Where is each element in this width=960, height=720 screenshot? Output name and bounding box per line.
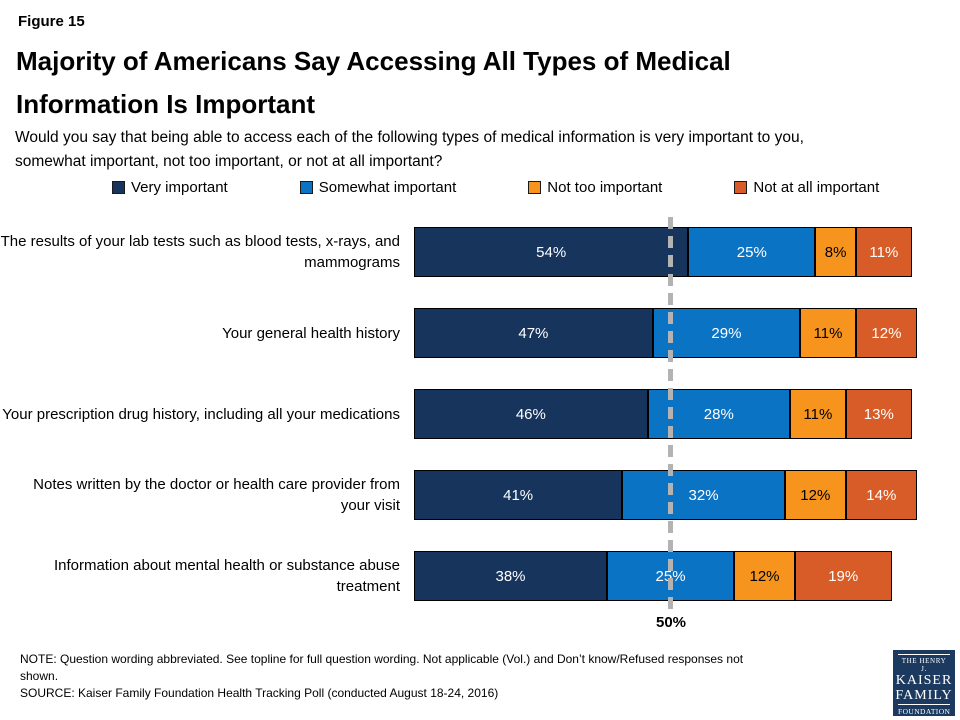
legend-swatch-not-at-all-important (734, 181, 748, 194)
bar-segment-not-too-important: 11% (800, 308, 856, 358)
logo-text-kaiser: KAISER (895, 673, 953, 688)
bar-segment-somewhat-important: 29% (652, 308, 801, 358)
footer: NOTE: Question wording abbreviated. See … (20, 651, 743, 702)
bar-segment-very-important: 41% (414, 470, 623, 520)
legend-label-not-at-all-important: Not at all important (753, 179, 880, 196)
segment-value-label: 46% (515, 405, 546, 423)
category-label: Your prescription drug history, includin… (2, 405, 400, 423)
fifty-percent-label: 50% (655, 614, 687, 631)
segment-value-label: 54% (536, 243, 567, 261)
chart-row: Notes written by the doctor or health ca… (0, 470, 960, 520)
stacked-bar: 41% 32% 12% 14% (414, 470, 922, 520)
chart-row: Your general health history 47% 29% 11% … (0, 308, 960, 358)
legend-label-not-too-important: Not too important (547, 179, 663, 196)
bar-segment-somewhat-important: 25% (688, 227, 816, 277)
segment-value-label: 12% (800, 486, 831, 504)
bar-segment-very-important: 54% (414, 227, 689, 277)
bar-segment-not-too-important: 8% (815, 227, 856, 277)
chart-title: Majority of Americans Say Accessing All … (16, 40, 731, 126)
logo-text-family: FAMILY (895, 688, 953, 703)
stacked-bar-chart: The results of your lab tests such as bl… (0, 227, 960, 632)
legend-label-very-important: Very important (131, 179, 228, 196)
kff-logo: THE HENRY J. KAISER FAMILY FOUNDATION (893, 650, 955, 716)
chart-title-line1: Majority of Americans Say Accessing All … (16, 46, 731, 76)
category-label: Information about mental health or subst… (53, 557, 400, 595)
bar-segment-not-at-all-important: 11% (855, 227, 912, 277)
bar-segment-very-important: 38% (414, 551, 608, 601)
segment-value-label: 12% (871, 324, 902, 342)
stacked-bar: 54% 25% 8% 11% (414, 227, 922, 277)
segment-value-label: 28% (703, 405, 734, 423)
segment-value-label: 41% (503, 486, 534, 504)
chart-row: The results of your lab tests such as bl… (0, 227, 960, 277)
segment-value-label: 13% (863, 405, 894, 423)
stacked-bar: 46% 28% 11% 13% (414, 389, 922, 439)
legend-item-very-important: Very important (112, 179, 228, 196)
stacked-bar: 47% 29% 11% 12% (414, 308, 922, 358)
chart-row: Your prescription drug history, includin… (0, 389, 960, 439)
segment-value-label: 12% (749, 567, 780, 585)
figure-number: Figure 15 (18, 13, 85, 30)
legend-swatch-somewhat-important (299, 181, 313, 194)
bar-segment-very-important: 47% (414, 308, 653, 358)
category-label: Your general health history (222, 324, 400, 342)
bar-segment-very-important: 46% (414, 389, 648, 439)
segment-value-label: 47% (518, 324, 549, 342)
legend-label-somewhat-important: Somewhat important (318, 179, 457, 196)
chart-subtitle: Would you say that being able to access … (15, 126, 804, 174)
legend-item-not-at-all-important: Not at all important (734, 179, 879, 196)
bar-segment-not-at-all-important: 19% (794, 551, 892, 601)
category-label: The results of your lab tests such as bl… (0, 233, 400, 271)
segment-value-label: 19% (828, 567, 859, 585)
segment-value-label: 8% (824, 243, 847, 261)
chart-subtitle-line2: somewhat important, not too important, o… (15, 153, 443, 170)
segment-value-label: 11% (813, 324, 843, 342)
bar-segment-not-too-important: 12% (734, 551, 795, 601)
bar-segment-somewhat-important: 32% (622, 470, 785, 520)
category-label: Notes written by the doctor or health ca… (33, 476, 400, 514)
chart-legend: Very important Somewhat important Not to… (112, 179, 879, 196)
segment-value-label: 25% (736, 243, 767, 261)
segment-value-label: 29% (711, 324, 742, 342)
logo-text-henry-j: THE HENRY J. (898, 654, 950, 673)
bar-segment-not-at-all-important: 13% (845, 389, 912, 439)
legend-item-not-too-important: Not too important (528, 179, 662, 196)
segment-value-label: 11% (803, 405, 833, 423)
segment-value-label: 38% (495, 567, 526, 585)
legend-swatch-very-important (112, 181, 125, 194)
fifty-percent-reference-line (668, 217, 673, 614)
note-line2: shown. (20, 669, 59, 683)
segment-value-label: 11% (869, 243, 899, 261)
bar-segment-not-too-important: 11% (789, 389, 846, 439)
chart-subtitle-line1: Would you say that being able to access … (15, 129, 804, 146)
note-line1: NOTE: Question wording abbreviated. See … (20, 652, 744, 666)
legend-item-somewhat-important: Somewhat important (299, 179, 457, 196)
bar-segment-not-too-important: 12% (784, 470, 846, 520)
bar-segment-not-at-all-important: 12% (855, 308, 917, 358)
chart-row: Information about mental health or subst… (0, 551, 960, 601)
bar-segment-not-at-all-important: 14% (845, 470, 917, 520)
segment-value-label: 32% (688, 486, 719, 504)
segment-value-label: 14% (866, 486, 897, 504)
legend-swatch-not-too-important (528, 181, 542, 194)
chart-title-line2: Information Is Important (16, 89, 315, 119)
source-line: SOURCE: Kaiser Family Foundation Health … (20, 686, 499, 700)
logo-text-foundation: FOUNDATION (898, 704, 950, 716)
